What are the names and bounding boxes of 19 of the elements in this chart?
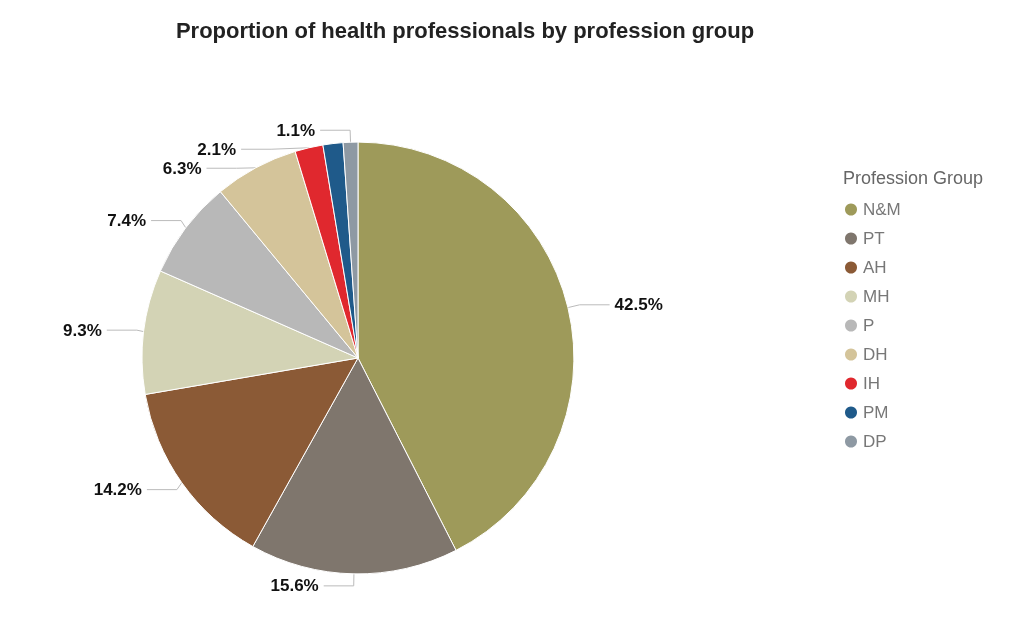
- legend-label: IH: [863, 374, 880, 393]
- data-label: 7.4%: [107, 211, 147, 231]
- chart-title: Proportion of health professionals by profession group: [175, 17, 755, 43]
- legend-label: DP: [863, 432, 887, 451]
- legend-label: P: [863, 316, 875, 335]
- legend-label: AH: [863, 258, 887, 277]
- data-label: 15.6%: [270, 576, 319, 596]
- data-label: 2.1%: [197, 139, 237, 159]
- legend-label: MH: [863, 287, 890, 306]
- data-label: 6.3%: [162, 158, 202, 178]
- data-label: 9.3%: [63, 320, 102, 340]
- legend-label: PM: [863, 403, 889, 422]
- data-label: 14.2%: [93, 480, 142, 500]
- legend-title: Profession Group: [843, 168, 984, 188]
- data-label: 1.1%: [276, 120, 316, 140]
- legend-label: PT: [863, 229, 885, 248]
- legend-label: N&M: [863, 200, 901, 219]
- data-label: 42.5%: [614, 295, 663, 315]
- legend-label: DH: [863, 345, 888, 364]
